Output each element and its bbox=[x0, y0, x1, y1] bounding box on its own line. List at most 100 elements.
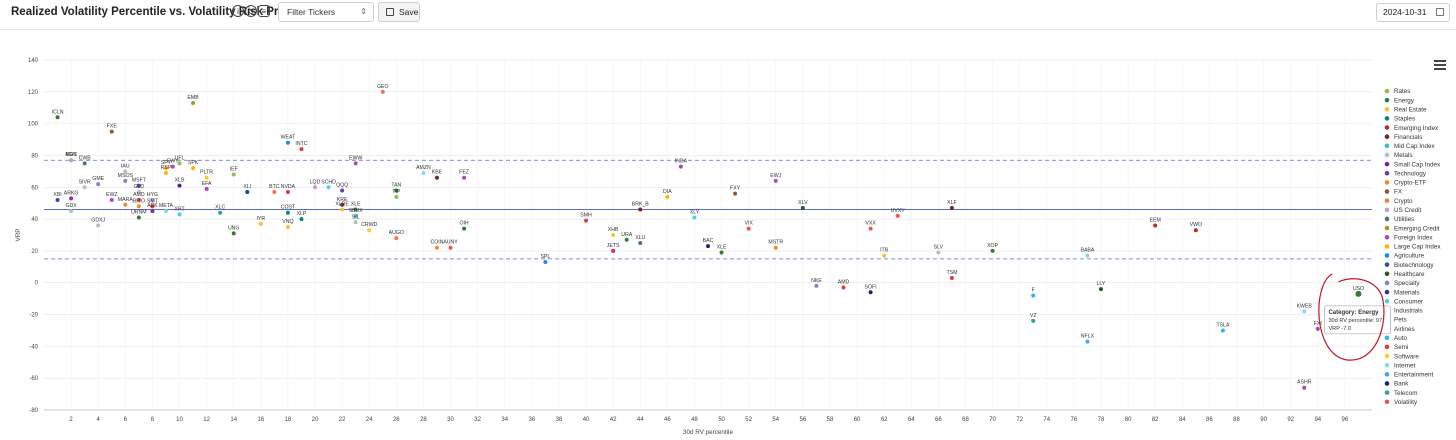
data-point[interactable]: CWB bbox=[79, 155, 92, 166]
data-point[interactable]: AMD bbox=[838, 280, 850, 290]
data-point[interactable]: URA bbox=[621, 232, 633, 242]
legend-item[interactable]: Biotechnology bbox=[1384, 262, 1435, 269]
legend-item[interactable]: Auto bbox=[1384, 335, 1408, 342]
data-point[interactable]: XLE bbox=[351, 202, 361, 212]
data-point[interactable]: OIH bbox=[459, 221, 469, 231]
data-point[interactable]: URNM bbox=[131, 210, 147, 220]
data-point[interactable]: ARKG bbox=[64, 190, 79, 201]
data-point[interactable]: BAC bbox=[703, 238, 714, 249]
data-point[interactable]: GME bbox=[92, 176, 105, 187]
data-point[interactable]: VIX bbox=[744, 221, 753, 231]
legend-item[interactable]: Semi bbox=[1384, 344, 1409, 351]
data-point[interactable]: ASHR bbox=[1297, 380, 1312, 390]
data-point[interactable]: IAU bbox=[121, 163, 130, 174]
data-point[interactable]: SIL bbox=[352, 214, 360, 225]
data-point[interactable]: DIA bbox=[663, 189, 672, 199]
legend-item[interactable]: Technology bbox=[1384, 170, 1427, 177]
data-point[interactable]: XLU bbox=[635, 235, 646, 245]
data-point[interactable]: VNQ bbox=[282, 219, 294, 230]
comment-icon[interactable]: ≡ bbox=[258, 5, 270, 17]
chart-menu-icon[interactable] bbox=[1434, 60, 1446, 70]
legend-item[interactable]: Emerging Credit bbox=[1384, 225, 1440, 232]
data-point[interactable]: EWZ bbox=[106, 192, 118, 202]
data-point[interactable]: INDA bbox=[675, 159, 688, 169]
data-point[interactable]: UVXY bbox=[891, 208, 906, 218]
reset-icon[interactable]: ↻ bbox=[245, 5, 257, 17]
data-point[interactable]: QQQ bbox=[336, 182, 348, 193]
data-point[interactable]: PLTR bbox=[200, 170, 213, 180]
data-point[interactable]: AMZN bbox=[416, 165, 431, 175]
legend-item[interactable]: Crypto bbox=[1384, 198, 1413, 205]
data-point[interactable]: EWJ bbox=[770, 173, 782, 183]
legend-item[interactable]: Telecom bbox=[1384, 390, 1418, 397]
data-point[interactable]: ARK bbox=[147, 203, 158, 214]
data-point[interactable]: XLI bbox=[243, 184, 251, 195]
legend-item[interactable]: Mid Cap Index bbox=[1384, 143, 1436, 150]
data-point[interactable]: EWW bbox=[349, 155, 362, 166]
data-point[interactable]: ICLN bbox=[52, 109, 64, 120]
data-point[interactable]: GDXJ bbox=[91, 217, 106, 228]
data-point[interactable]: COIN bbox=[430, 240, 444, 250]
data-point[interactable]: SMT bbox=[147, 198, 159, 209]
legend-item[interactable]: Software bbox=[1384, 353, 1420, 360]
data-point[interactable]: BITO bbox=[133, 198, 145, 209]
legend-item[interactable]: Small Cap Index bbox=[1384, 161, 1441, 168]
data-point[interactable]: EFA bbox=[202, 181, 212, 191]
data-point[interactable]: FXY bbox=[730, 186, 741, 196]
data-point[interactable]: BTC bbox=[269, 184, 280, 195]
data-point[interactable]: IYR bbox=[256, 216, 265, 226]
data-point[interactable]: COST bbox=[281, 205, 296, 215]
date-input[interactable]: 2024-10-31 bbox=[1376, 3, 1450, 22]
data-point[interactable]: XOP bbox=[987, 243, 999, 253]
data-point[interactable]: XLV bbox=[798, 200, 808, 210]
data-point[interactable]: UFL bbox=[175, 155, 185, 166]
legend-item[interactable]: Agriculture bbox=[1384, 253, 1425, 260]
data-point[interactable]: LLY bbox=[1097, 281, 1106, 292]
data-point[interactable]: USO bbox=[1353, 286, 1364, 297]
data-point[interactable]: MSOS bbox=[118, 173, 134, 183]
data-point[interactable]: SPL bbox=[540, 254, 550, 265]
data-point[interactable]: IEF bbox=[230, 167, 238, 177]
data-point[interactable]: GEO bbox=[377, 84, 389, 94]
data-point[interactable]: AMD bbox=[133, 192, 145, 202]
data-point[interactable]: EMB bbox=[187, 95, 199, 105]
data-point[interactable]: META bbox=[159, 203, 174, 214]
data-point[interactable]: GLD bbox=[134, 184, 145, 195]
data-point[interactable]: AUNY bbox=[443, 240, 458, 250]
data-point[interactable]: BRK_B bbox=[632, 202, 650, 212]
data-point[interactable]: NVDA bbox=[281, 184, 296, 195]
data-point[interactable]: BABA bbox=[1081, 248, 1095, 258]
data-point[interactable]: SBUX bbox=[349, 208, 364, 218]
legend-item[interactable]: Energy bbox=[1384, 97, 1415, 104]
legend-item[interactable]: Materials bbox=[1384, 289, 1420, 296]
legend-item[interactable]: Crypto-ETF bbox=[1384, 180, 1427, 187]
data-point[interactable]: XLY bbox=[690, 210, 700, 220]
data-point[interactable]: AGG bbox=[65, 152, 77, 163]
data-point[interactable]: WEAT bbox=[281, 135, 296, 145]
data-point[interactable]: EEM bbox=[1150, 217, 1161, 228]
data-point[interactable]: EWY bbox=[167, 159, 179, 169]
data-point[interactable]: XRT bbox=[174, 206, 185, 217]
legend-item[interactable]: Real Estate bbox=[1384, 106, 1427, 113]
legend-item[interactable]: Emerging Index bbox=[1384, 125, 1439, 132]
data-point[interactable]: FEZ bbox=[459, 170, 469, 180]
data-point[interactable]: XLC bbox=[215, 205, 225, 215]
data-point[interactable]: SMH bbox=[580, 213, 592, 223]
data-point[interactable]: JETS bbox=[607, 243, 620, 253]
data-point[interactable]: TIP bbox=[392, 189, 401, 199]
legend-item[interactable]: Foreign Index bbox=[1384, 234, 1434, 241]
legend-item[interactable]: Utilities bbox=[1384, 216, 1415, 223]
filter-tickers-select[interactable]: Filter Tickers ⇕ bbox=[278, 2, 374, 22]
data-point[interactable]: F bbox=[1031, 287, 1036, 298]
legend-item[interactable]: Large Cap Index bbox=[1384, 244, 1442, 251]
data-point[interactable]: INTC bbox=[295, 141, 308, 152]
legend-item[interactable]: Volatility bbox=[1384, 399, 1418, 406]
data-point[interactable]: SCHD bbox=[321, 179, 336, 190]
legend-item[interactable]: FX bbox=[1384, 189, 1403, 196]
legend-item[interactable]: Healthcare bbox=[1384, 271, 1425, 278]
data-point[interactable]: MSTR bbox=[768, 240, 783, 250]
data-point[interactable]: SPK bbox=[188, 160, 199, 171]
data-point[interactable]: MARA bbox=[118, 197, 134, 207]
data-point[interactable]: NKE bbox=[811, 278, 822, 288]
data-point[interactable]: LQD bbox=[310, 179, 321, 190]
